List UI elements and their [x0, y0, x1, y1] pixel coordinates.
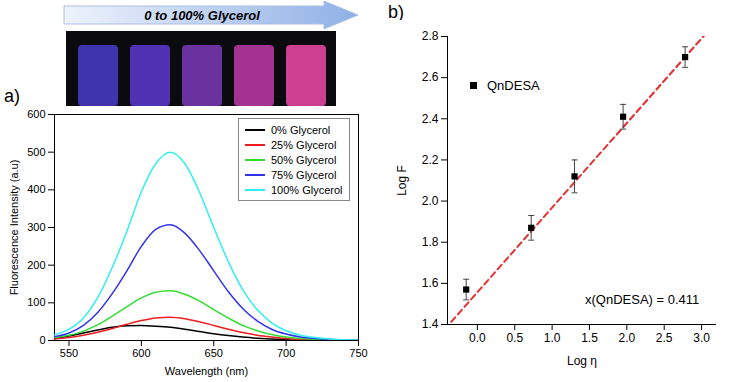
svg-text:550: 550	[60, 347, 78, 359]
svg-text:100: 100	[27, 296, 45, 308]
svg-text:600: 600	[132, 347, 150, 359]
svg-text:2.5: 2.5	[656, 331, 673, 345]
svg-text:700: 700	[277, 347, 295, 359]
svg-text:2.8: 2.8	[422, 29, 439, 43]
svg-text:0.5: 0.5	[506, 331, 523, 345]
svg-text:300: 300	[27, 221, 45, 233]
html-text:x(QnDESA) = 0.411: x(QnDESA) = 0.411	[585, 292, 700, 307]
svg-text:2.0: 2.0	[422, 194, 439, 208]
svg-text:0: 0	[39, 334, 45, 346]
svg-text:Fluorescence Intensity (a.u): Fluorescence Intensity (a.u)	[8, 160, 20, 296]
svg-text:1.5: 1.5	[581, 331, 598, 345]
svg-text:1.8: 1.8	[422, 235, 439, 249]
html-text:25% Glycerol: 25% Glycerol	[271, 138, 337, 151]
svg-text:2.2: 2.2	[422, 153, 439, 167]
svg-text:400: 400	[27, 183, 45, 195]
html-text:75% Glycerol: 75% Glycerol	[271, 168, 337, 181]
svg-text:500: 500	[27, 146, 45, 158]
svg-text:650: 650	[205, 347, 223, 359]
svg-text:1.6: 1.6	[422, 276, 439, 290]
svg-text:3.0: 3.0	[693, 331, 710, 345]
svg-text:200: 200	[27, 259, 45, 271]
html-text:QnDESA: QnDESA	[487, 78, 540, 93]
svg-text:Wavelength (nm): Wavelength (nm)	[165, 365, 248, 377]
svg-text:1.0: 1.0	[544, 331, 561, 345]
html-text:0% Glycerol: 0% Glycerol	[271, 123, 331, 136]
svg-text:1.4: 1.4	[422, 317, 439, 331]
svg-text:600: 600	[27, 108, 45, 120]
svg-text:2.0: 2.0	[618, 331, 635, 345]
html-text:50% Glycerol: 50% Glycerol	[271, 153, 337, 166]
html-text:100% Glycerol: 100% Glycerol	[271, 183, 343, 196]
svg-text:0 to 100% Glycerol: 0 to 100% Glycerol	[144, 8, 260, 23]
svg-text:0.0: 0.0	[469, 331, 486, 345]
html-text:b): b)	[388, 2, 404, 22]
svg-text:2.4: 2.4	[422, 112, 439, 126]
svg-text:750: 750	[349, 347, 367, 359]
svg-text:Log F: Log F	[395, 165, 409, 196]
html-text:a): a)	[4, 86, 20, 106]
svg-text:Log η: Log η	[567, 354, 597, 368]
svg-text:2.6: 2.6	[422, 70, 439, 84]
